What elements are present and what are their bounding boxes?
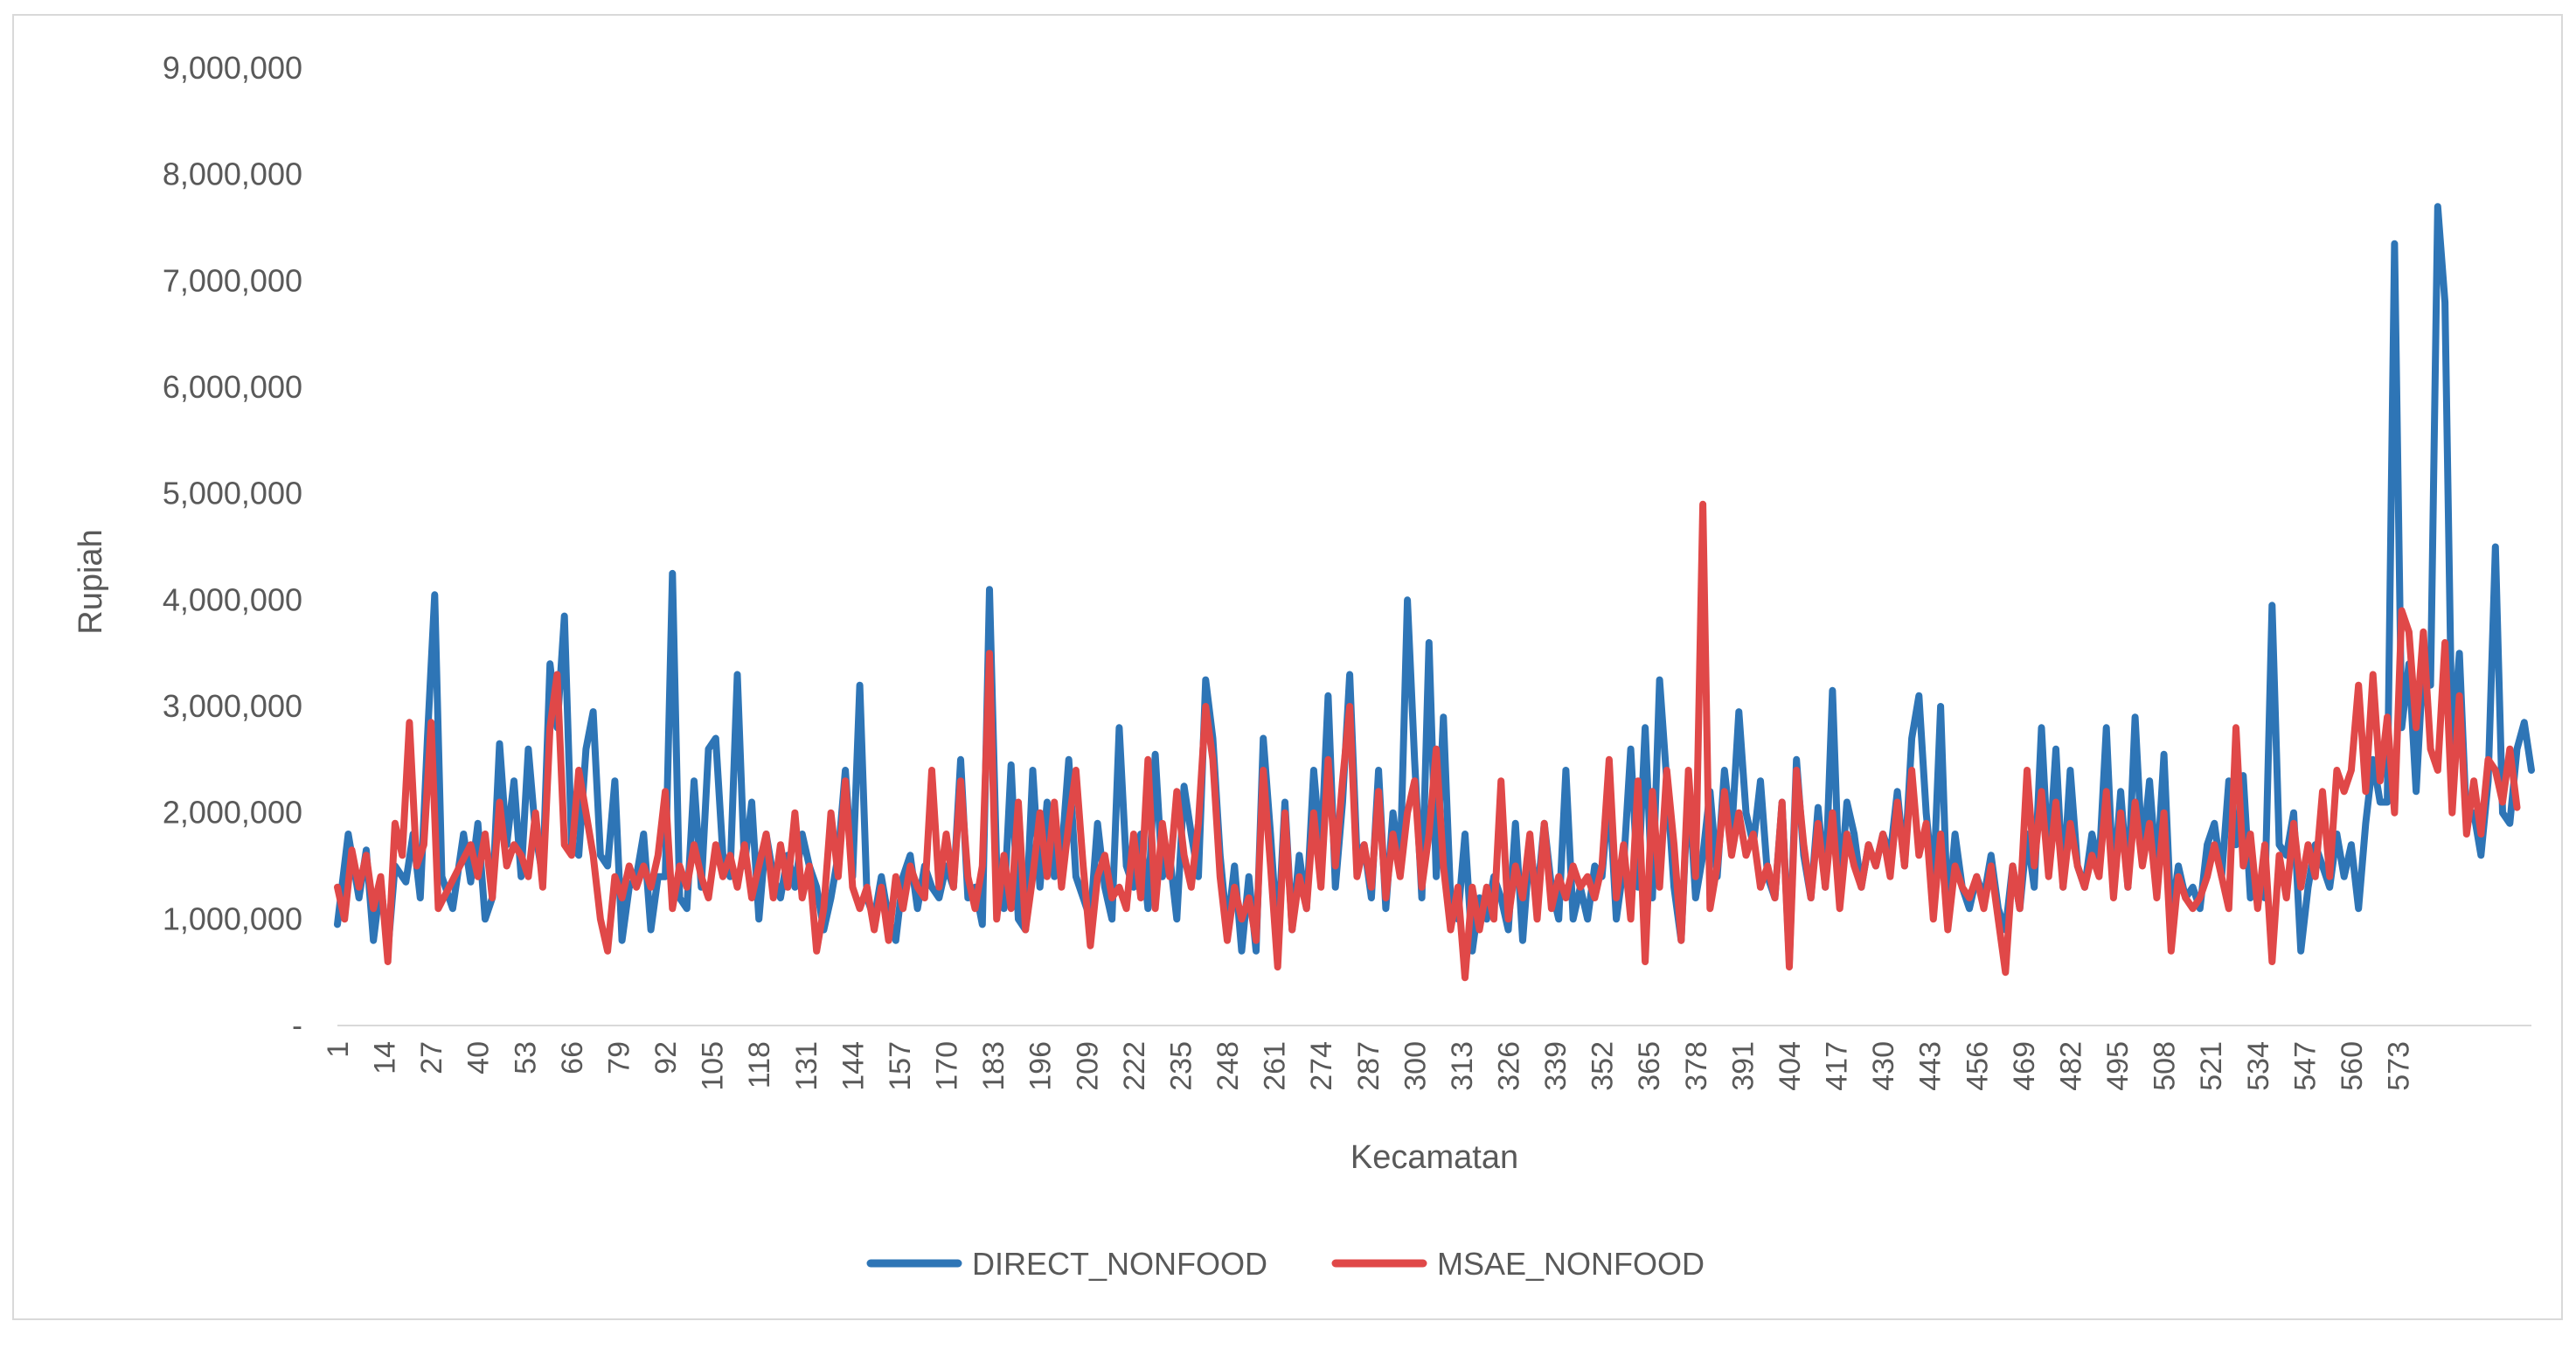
x-tick-label: 235 bbox=[1164, 1041, 1198, 1091]
y-tick-label: - bbox=[292, 1007, 302, 1043]
x-tick-label: 560 bbox=[2336, 1041, 2369, 1091]
x-tick-label: 274 bbox=[1305, 1041, 1338, 1091]
x-tick-label: 430 bbox=[1867, 1041, 1900, 1091]
x-tick-label: 547 bbox=[2288, 1041, 2322, 1091]
x-tick-label: 534 bbox=[2242, 1041, 2275, 1091]
series-layer bbox=[334, 203, 2535, 982]
y-axis: - 1,000,000 2,000,000 3,000,000 4,000,000 5,0… bbox=[163, 50, 302, 1043]
x-tick-label: 196 bbox=[1024, 1041, 1058, 1091]
x-tick-label: 40 bbox=[462, 1041, 496, 1074]
x-axis-title: Kecamatan bbox=[1350, 1139, 1518, 1176]
x-tick-label: 170 bbox=[931, 1041, 964, 1091]
line-chart: - 1,000,000 2,000,000 3,000,000 4,000,000 5,0… bbox=[73, 50, 2535, 1282]
y-tick-label: 6,000,000 bbox=[163, 369, 302, 405]
x-tick-label: 508 bbox=[2149, 1041, 2182, 1091]
y-tick-label: 4,000,000 bbox=[163, 581, 302, 617]
x-tick-label: 573 bbox=[2383, 1041, 2416, 1091]
x-tick-label: 131 bbox=[790, 1041, 823, 1091]
x-tick-label: 443 bbox=[1914, 1041, 1948, 1091]
y-tick-label: 9,000,000 bbox=[163, 50, 302, 86]
x-tick-label: 378 bbox=[1680, 1041, 1713, 1091]
x-tick-label: 339 bbox=[1539, 1041, 1573, 1091]
x-tick-label: 326 bbox=[1492, 1041, 1525, 1091]
x-tick-label: 495 bbox=[2101, 1041, 2135, 1091]
x-tick-label: 144 bbox=[837, 1041, 870, 1091]
x-tick-label: 27 bbox=[415, 1041, 448, 1074]
x-tick-label: 14 bbox=[369, 1041, 402, 1074]
x-tick-label: 313 bbox=[1446, 1041, 1479, 1091]
y-tick-label: 7,000,000 bbox=[163, 262, 302, 298]
x-tick-label: 53 bbox=[509, 1041, 542, 1074]
x-tick-label: 183 bbox=[977, 1041, 1010, 1091]
y-axis-title: Rupiah bbox=[73, 529, 109, 634]
x-tick-label: 157 bbox=[884, 1041, 917, 1091]
x-tick-label: 222 bbox=[1118, 1041, 1151, 1091]
legend: DIRECT_NONFOOD MSAE_NONFOOD bbox=[866, 1246, 1705, 1282]
x-tick-label: 79 bbox=[602, 1041, 635, 1074]
x-tick-label: 261 bbox=[1259, 1041, 1292, 1091]
x-tick-label: 66 bbox=[556, 1041, 589, 1074]
x-tick-label: 365 bbox=[1633, 1041, 1666, 1091]
x-tick-label: 482 bbox=[2054, 1041, 2087, 1091]
x-tick-label: 391 bbox=[1726, 1041, 1760, 1091]
legend-label: MSAE_NONFOOD bbox=[1437, 1246, 1705, 1282]
x-tick-label: 300 bbox=[1399, 1041, 1432, 1091]
x-tick-label: 248 bbox=[1212, 1041, 1245, 1091]
y-tick-label: 1,000,000 bbox=[163, 900, 302, 936]
x-tick-label: 521 bbox=[2195, 1041, 2228, 1091]
x-tick-label: 404 bbox=[1774, 1041, 1807, 1091]
x-tick-label: 209 bbox=[1071, 1041, 1104, 1091]
x-axis: 1 14 27 40 53 66 79 92 105 118 131 144 157 170 183 196 2… bbox=[322, 1025, 2531, 1091]
y-tick-label: 8,000,000 bbox=[163, 156, 302, 192]
x-tick-label: 352 bbox=[1587, 1041, 1620, 1091]
y-tick-label: 5,000,000 bbox=[163, 476, 302, 511]
x-tick-label: 417 bbox=[1821, 1041, 1854, 1091]
chart-area: - 1,000,000 2,000,000 3,000,000 4,000,000 5,0… bbox=[12, 14, 2563, 1320]
y-tick-label: 2,000,000 bbox=[163, 795, 302, 831]
x-tick-label: 92 bbox=[649, 1041, 683, 1074]
x-tick-label: 456 bbox=[1961, 1041, 1994, 1091]
x-tick-label: 105 bbox=[697, 1041, 730, 1091]
series-line-msae-nonfood bbox=[334, 500, 2521, 982]
x-tick-label: 287 bbox=[1352, 1041, 1385, 1091]
x-tick-label: 1 bbox=[322, 1041, 355, 1058]
y-tick-label: 3,000,000 bbox=[163, 688, 302, 724]
legend-label: DIRECT_NONFOOD bbox=[972, 1246, 1267, 1282]
x-tick-label: 118 bbox=[743, 1041, 776, 1088]
x-tick-label: 469 bbox=[2008, 1041, 2041, 1091]
